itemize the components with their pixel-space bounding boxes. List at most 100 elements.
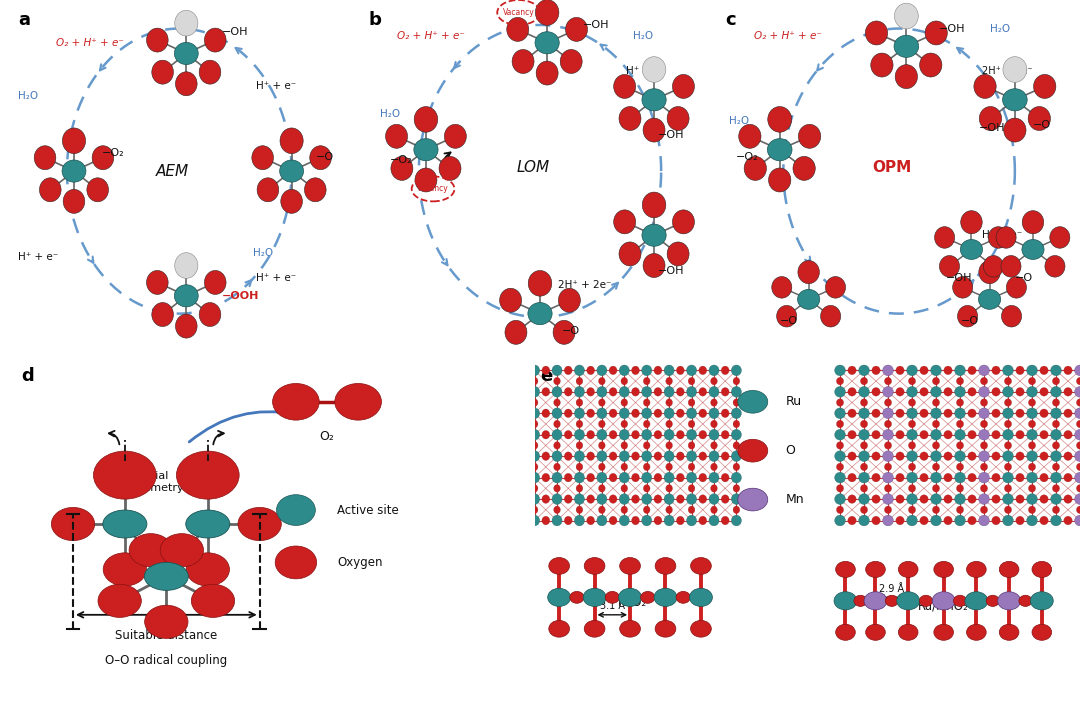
Ellipse shape xyxy=(1027,365,1038,376)
Ellipse shape xyxy=(1027,516,1038,526)
Ellipse shape xyxy=(1040,473,1049,482)
Ellipse shape xyxy=(553,320,575,344)
Ellipse shape xyxy=(597,429,607,440)
Ellipse shape xyxy=(687,516,697,526)
Ellipse shape xyxy=(1028,506,1036,513)
Ellipse shape xyxy=(676,495,685,503)
Ellipse shape xyxy=(1016,495,1024,503)
Ellipse shape xyxy=(999,562,1018,577)
Ellipse shape xyxy=(996,227,1016,248)
Text: AEM: AEM xyxy=(156,163,189,179)
Ellipse shape xyxy=(576,485,583,492)
Ellipse shape xyxy=(733,506,740,513)
Ellipse shape xyxy=(721,431,729,439)
Ellipse shape xyxy=(575,408,584,418)
Ellipse shape xyxy=(621,441,627,449)
Ellipse shape xyxy=(554,463,561,471)
Ellipse shape xyxy=(848,366,856,374)
Ellipse shape xyxy=(955,494,966,505)
Ellipse shape xyxy=(1051,429,1062,440)
Ellipse shape xyxy=(978,408,989,418)
Ellipse shape xyxy=(835,365,846,376)
Ellipse shape xyxy=(598,420,605,428)
Ellipse shape xyxy=(1051,387,1062,397)
Ellipse shape xyxy=(576,463,583,471)
Ellipse shape xyxy=(848,431,856,439)
Ellipse shape xyxy=(597,408,607,418)
Ellipse shape xyxy=(733,377,740,385)
Ellipse shape xyxy=(528,302,552,325)
Ellipse shape xyxy=(835,408,846,418)
Ellipse shape xyxy=(552,494,562,505)
Ellipse shape xyxy=(931,472,942,483)
Ellipse shape xyxy=(981,420,987,428)
Ellipse shape xyxy=(934,227,955,248)
Ellipse shape xyxy=(991,431,1000,439)
Ellipse shape xyxy=(908,441,916,449)
Ellipse shape xyxy=(1077,399,1080,406)
Ellipse shape xyxy=(836,463,843,471)
Ellipse shape xyxy=(575,365,584,376)
Ellipse shape xyxy=(665,420,673,428)
Ellipse shape xyxy=(731,408,742,418)
Text: −O: −O xyxy=(780,316,798,325)
Ellipse shape xyxy=(1027,494,1038,505)
Ellipse shape xyxy=(798,125,821,148)
Ellipse shape xyxy=(558,288,580,312)
Ellipse shape xyxy=(542,495,550,503)
Ellipse shape xyxy=(908,485,916,492)
Text: Oxygen: Oxygen xyxy=(337,556,383,569)
Text: Mn: Mn xyxy=(785,493,805,506)
Ellipse shape xyxy=(1002,89,1027,111)
Ellipse shape xyxy=(565,409,572,418)
Ellipse shape xyxy=(885,420,892,428)
Ellipse shape xyxy=(576,441,583,449)
Ellipse shape xyxy=(275,546,316,579)
Text: H₂O: H₂O xyxy=(729,116,750,126)
Text: b: b xyxy=(369,11,382,29)
Ellipse shape xyxy=(872,495,880,503)
Text: H⁺ + e⁻: H⁺ + e⁻ xyxy=(257,273,297,283)
Ellipse shape xyxy=(859,365,869,376)
Ellipse shape xyxy=(1052,377,1059,385)
Ellipse shape xyxy=(676,591,690,603)
Ellipse shape xyxy=(920,452,928,461)
Ellipse shape xyxy=(632,452,639,461)
Ellipse shape xyxy=(738,439,768,462)
Ellipse shape xyxy=(586,516,595,525)
Ellipse shape xyxy=(586,387,595,396)
Ellipse shape xyxy=(957,441,963,449)
Ellipse shape xyxy=(896,592,920,610)
Ellipse shape xyxy=(940,256,959,277)
Ellipse shape xyxy=(63,189,85,213)
Ellipse shape xyxy=(565,387,572,396)
Ellipse shape xyxy=(708,516,719,526)
Ellipse shape xyxy=(1027,408,1038,418)
Ellipse shape xyxy=(688,463,694,471)
Ellipse shape xyxy=(1051,365,1062,376)
Ellipse shape xyxy=(575,516,584,526)
Ellipse shape xyxy=(1002,429,1013,440)
Ellipse shape xyxy=(932,463,940,471)
Ellipse shape xyxy=(932,399,940,406)
Ellipse shape xyxy=(1016,366,1024,374)
Ellipse shape xyxy=(642,224,666,246)
Ellipse shape xyxy=(733,463,740,471)
Ellipse shape xyxy=(619,494,630,505)
Ellipse shape xyxy=(957,399,963,406)
Ellipse shape xyxy=(919,53,942,77)
Ellipse shape xyxy=(964,592,988,610)
Ellipse shape xyxy=(920,387,928,396)
Ellipse shape xyxy=(529,365,540,376)
Ellipse shape xyxy=(944,495,953,503)
Ellipse shape xyxy=(642,472,651,483)
Ellipse shape xyxy=(861,506,867,513)
Ellipse shape xyxy=(1004,463,1012,471)
Ellipse shape xyxy=(305,178,326,202)
Ellipse shape xyxy=(1027,387,1038,397)
Ellipse shape xyxy=(1034,74,1056,99)
Ellipse shape xyxy=(835,451,846,462)
Text: 2.9 Å: 2.9 Å xyxy=(879,584,904,594)
Ellipse shape xyxy=(542,452,550,461)
Ellipse shape xyxy=(978,387,989,397)
